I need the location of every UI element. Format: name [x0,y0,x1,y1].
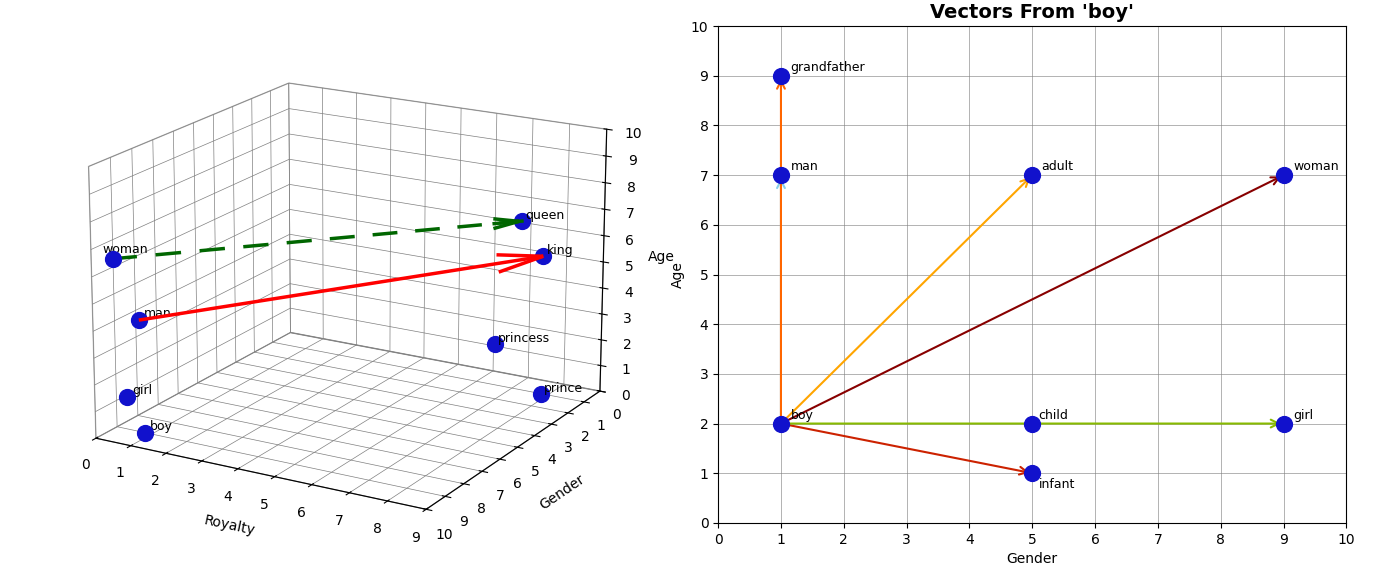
Text: boy: boy [790,408,813,422]
Title: Vectors From 'boy': Vectors From 'boy' [931,3,1134,22]
Point [1273,171,1295,180]
Text: adult: adult [1041,160,1073,173]
Point [1022,468,1044,478]
Point [771,71,793,80]
X-axis label: Gender: Gender [1007,552,1058,566]
Point [1022,419,1044,428]
Text: grandfather: grandfather [790,61,865,74]
Y-axis label: Age: Age [671,261,685,288]
X-axis label: Royalty: Royalty [203,514,255,538]
Point [771,171,793,180]
Text: child: child [1039,408,1069,422]
Text: man: man [790,160,818,173]
Point [1022,171,1044,180]
Y-axis label: Gender: Gender [537,472,587,512]
Point [1273,419,1295,428]
Text: girl: girl [1293,408,1313,422]
Text: woman: woman [1293,160,1338,173]
Point [771,419,793,428]
Text: infant: infant [1039,478,1074,491]
